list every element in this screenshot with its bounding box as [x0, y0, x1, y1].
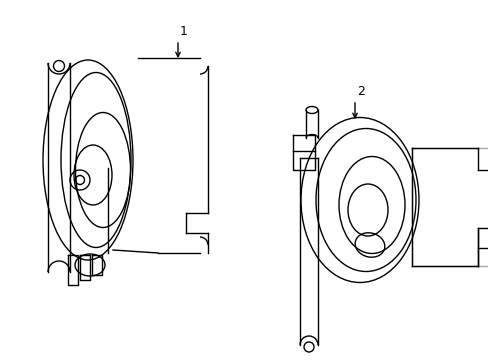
Text: 1: 1 [180, 25, 187, 38]
Text: 2: 2 [356, 85, 364, 98]
